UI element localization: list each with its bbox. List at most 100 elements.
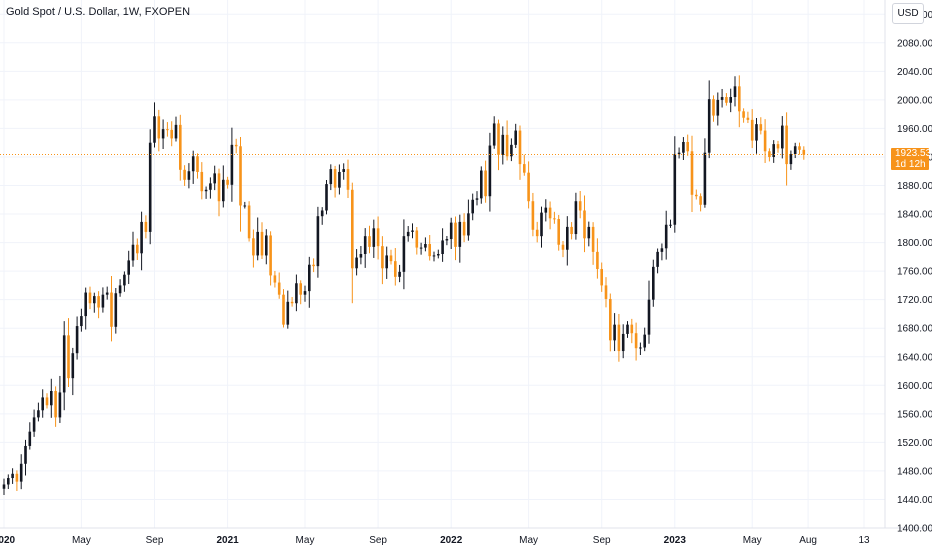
y-tick-label: 1880.00 — [897, 181, 932, 192]
candle — [376, 216, 380, 260]
candle — [54, 386, 57, 427]
candle — [41, 389, 44, 418]
candle-body — [411, 230, 414, 232]
candle — [351, 182, 354, 304]
candle — [247, 201, 251, 242]
candle — [187, 163, 191, 189]
candle — [333, 165, 337, 198]
y-tick-label: 2040.00 — [897, 67, 932, 78]
candle-body — [329, 169, 333, 185]
candle-body — [712, 99, 715, 116]
candle-body — [170, 129, 173, 139]
candle-body — [144, 221, 148, 232]
y-tick-label: 1440.00 — [897, 495, 932, 506]
candle-body — [742, 111, 745, 118]
candle — [239, 136, 242, 232]
candle — [144, 215, 148, 239]
candle — [320, 207, 324, 225]
candle — [720, 88, 724, 108]
candle-body — [37, 410, 40, 418]
candle-body — [308, 264, 311, 292]
candle — [471, 193, 474, 221]
candle-body — [707, 99, 711, 153]
y-tick-label: 2080.00 — [897, 38, 932, 49]
candle — [776, 140, 780, 153]
candle-body — [647, 299, 651, 335]
candle-body — [256, 231, 259, 256]
candle — [467, 199, 470, 241]
candle-body — [105, 292, 109, 295]
candle — [58, 375, 62, 423]
candle-body — [686, 141, 689, 152]
candle — [226, 176, 229, 189]
candle — [179, 114, 182, 181]
y-tick-label: 1400.00 — [897, 524, 932, 535]
candle-body — [166, 129, 169, 131]
candle — [587, 221, 591, 247]
candle-body — [759, 124, 763, 131]
y-tick-label: 1840.00 — [897, 210, 932, 221]
candle-body — [733, 86, 737, 98]
candle-body — [798, 146, 801, 150]
candle — [290, 297, 294, 307]
candle-body — [32, 417, 36, 432]
candle-body — [415, 230, 419, 248]
candle — [118, 279, 122, 297]
candle-body — [699, 196, 702, 205]
candle-body — [282, 294, 285, 325]
candle — [462, 213, 466, 243]
candle — [398, 264, 401, 283]
candle-body — [664, 224, 668, 249]
candle — [325, 180, 328, 215]
candle-body — [299, 283, 302, 295]
currency-button[interactable]: USD — [892, 3, 924, 24]
candle — [492, 116, 496, 149]
candle-body — [613, 324, 616, 341]
candle-body — [755, 124, 758, 141]
candle — [355, 249, 358, 276]
candle-body — [191, 156, 195, 172]
candle — [316, 206, 320, 278]
candle-body — [660, 248, 664, 252]
candle — [789, 150, 793, 170]
candle-body — [381, 246, 384, 269]
candle-body — [587, 226, 591, 239]
candle-body — [389, 255, 393, 262]
candle-body — [93, 296, 96, 304]
candle — [7, 474, 10, 490]
candle-body — [776, 144, 780, 149]
candle-body — [669, 224, 672, 226]
candle — [437, 249, 440, 259]
candle-body — [441, 240, 444, 255]
candle — [781, 116, 784, 159]
candle-body — [656, 251, 659, 267]
candle-body — [591, 226, 595, 252]
candle — [763, 119, 767, 163]
candle-body — [247, 205, 251, 239]
candle-body — [355, 257, 358, 269]
y-tick-label: 1720.00 — [897, 295, 932, 306]
y-axis-ticks: 2120.002080.002040.002000.001960.001920.… — [897, 10, 932, 535]
candle — [19, 454, 23, 490]
candle-body — [402, 236, 406, 272]
candle-body — [634, 333, 638, 349]
candle-body — [286, 301, 290, 325]
candle — [312, 258, 315, 273]
candle — [183, 165, 186, 186]
x-tick-label: May — [72, 535, 91, 546]
candle-body — [312, 264, 315, 267]
candle — [652, 259, 655, 307]
candle-body — [131, 244, 135, 261]
candle — [647, 280, 651, 344]
candle-body — [338, 171, 341, 188]
candle-body — [449, 222, 453, 240]
candle — [604, 277, 608, 308]
candle-body — [88, 292, 92, 304]
candle — [621, 324, 625, 359]
candle-body — [781, 125, 784, 149]
candle — [535, 221, 539, 243]
candle-body — [604, 285, 608, 299]
candle-body — [97, 296, 100, 308]
candle-body — [609, 298, 612, 341]
